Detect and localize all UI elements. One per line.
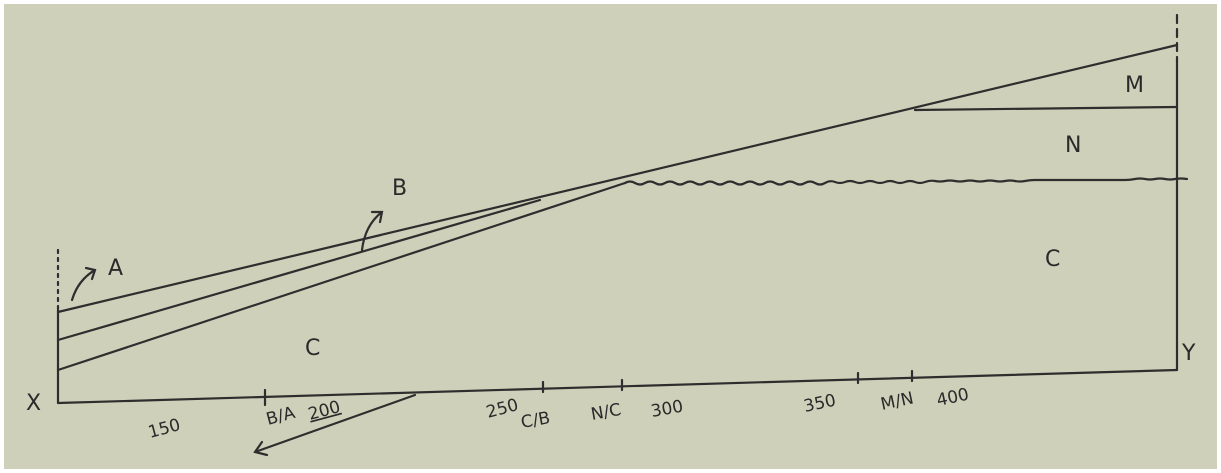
region-label: B <box>392 176 407 201</box>
region-label: A <box>108 256 123 281</box>
region-label: N <box>1065 133 1081 158</box>
diagram: A B C C M N X Y 150 B/A 200 250 C/B N/C … <box>0 0 1221 473</box>
axis-end-label: X <box>26 391 41 416</box>
region-label: C <box>1045 247 1060 272</box>
region-label: M <box>1125 73 1144 98</box>
region-label: C <box>305 336 320 361</box>
axis-end-label: Y <box>1181 341 1196 366</box>
